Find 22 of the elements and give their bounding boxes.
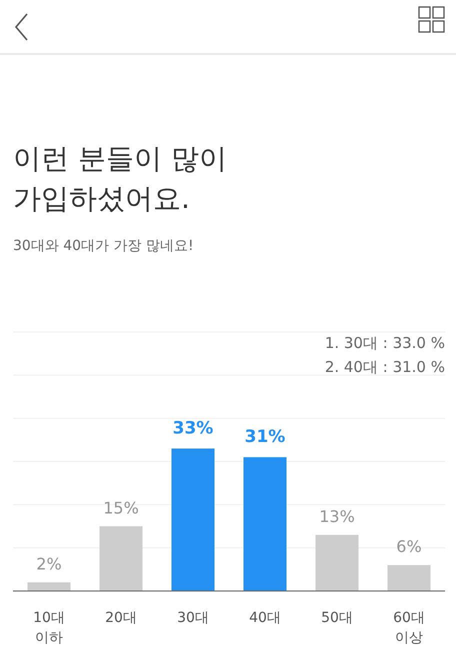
bar	[388, 565, 430, 591]
data-label: 6%	[396, 537, 422, 556]
data-label: 2%	[36, 554, 62, 574]
bar	[28, 582, 70, 591]
x-tick-label: 30대	[177, 610, 209, 626]
bar	[100, 526, 142, 591]
data-label: 13%	[319, 506, 355, 526]
x-tick-label: 50대	[321, 610, 353, 626]
x-tick-label: 10대 이하	[33, 610, 65, 646]
data-label: 33%	[172, 418, 214, 439]
x-tick-label: 40대	[249, 610, 281, 626]
data-label: 15%	[103, 498, 139, 518]
chart-subtitle: 30대와 40대가 가장 많네요!	[13, 238, 194, 254]
bar	[244, 457, 286, 591]
bar	[316, 534, 358, 591]
bar	[172, 448, 214, 591]
data-label: 31%	[244, 427, 286, 448]
x-tick-label: 60대 이상	[393, 610, 425, 646]
chart-title: 이런 분들이 많이 가입하셨어요.	[13, 142, 227, 215]
annotation: 1. 30대 : 33.0 %	[324, 334, 445, 352]
annotation: 2. 40대 : 31.0 %	[324, 358, 445, 376]
x-tick-label: 20대	[105, 610, 137, 626]
